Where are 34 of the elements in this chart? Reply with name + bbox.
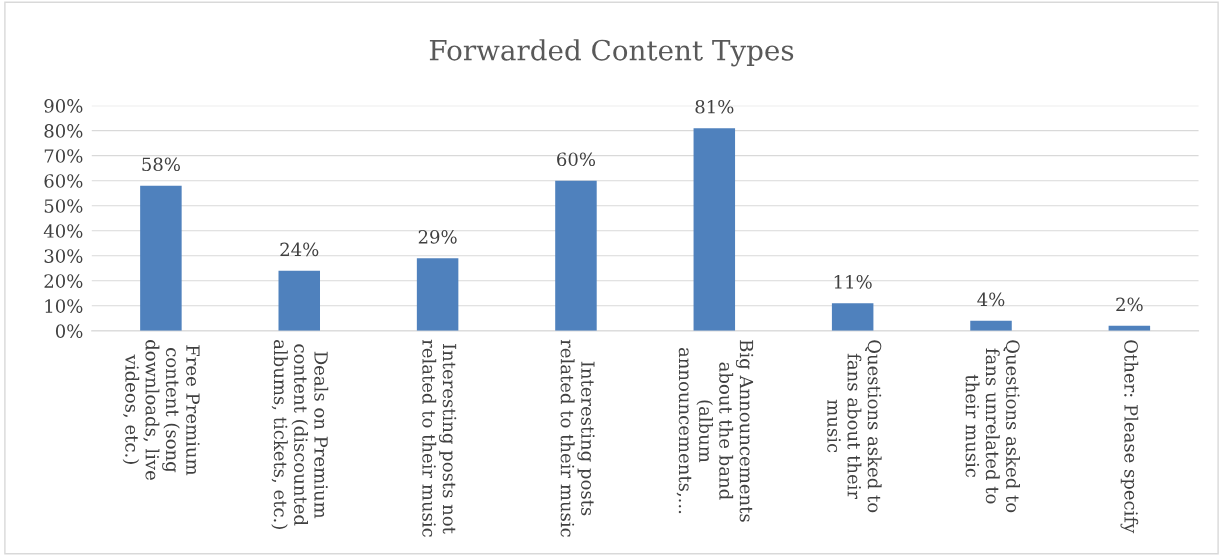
data-label: 2% <box>1116 297 1143 312</box>
y-tick-label: 70% <box>44 149 83 163</box>
bar <box>278 270 321 331</box>
data-label: 81% <box>695 99 734 114</box>
x-tick-label: Big Announcements about the band (album announcements,... <box>676 340 754 522</box>
y-tick-label: 40% <box>43 224 83 238</box>
data-label: 29% <box>418 230 457 244</box>
x-tick-label: Deals on Premium content (discounted albums, tickets, etc.) <box>271 340 329 529</box>
bar <box>140 185 182 331</box>
y-tick-label: 30% <box>44 249 83 263</box>
bar <box>416 258 459 331</box>
bar <box>693 128 736 331</box>
y-tick-label: 90% <box>44 99 83 113</box>
x-tick-label: Other: Please specify <box>1120 340 1139 534</box>
x-tick-label: Questions asked to fans unrelated to their music <box>965 340 1020 513</box>
x-tick-label: Questions asked to fans about their music <box>827 340 882 513</box>
bar <box>555 180 597 331</box>
y-tick-label: 20% <box>44 274 83 288</box>
x-tick-label: Interesting posts related to their music <box>560 339 595 537</box>
data-label: 58% <box>142 157 180 172</box>
y-tick-label: 60% <box>44 174 83 188</box>
data-label: 11% <box>834 275 872 289</box>
chart-title: Forwarded Content Types <box>429 39 794 67</box>
y-tick-label: 80% <box>44 124 83 138</box>
y-tick-label: 0% <box>55 324 83 338</box>
data-label: 4% <box>977 292 1005 307</box>
y-tick-label: 10% <box>45 299 83 313</box>
data-label: 24% <box>280 242 319 257</box>
data-label: 60% <box>557 152 596 167</box>
y-tick-label: 50% <box>44 199 83 213</box>
x-tick-label: Interesting posts not related to their music <box>422 339 457 537</box>
bar <box>970 320 1012 331</box>
bar <box>831 303 874 331</box>
x-tick-label: Free Premium content (song downloads, live videos, etc.) <box>122 340 200 480</box>
